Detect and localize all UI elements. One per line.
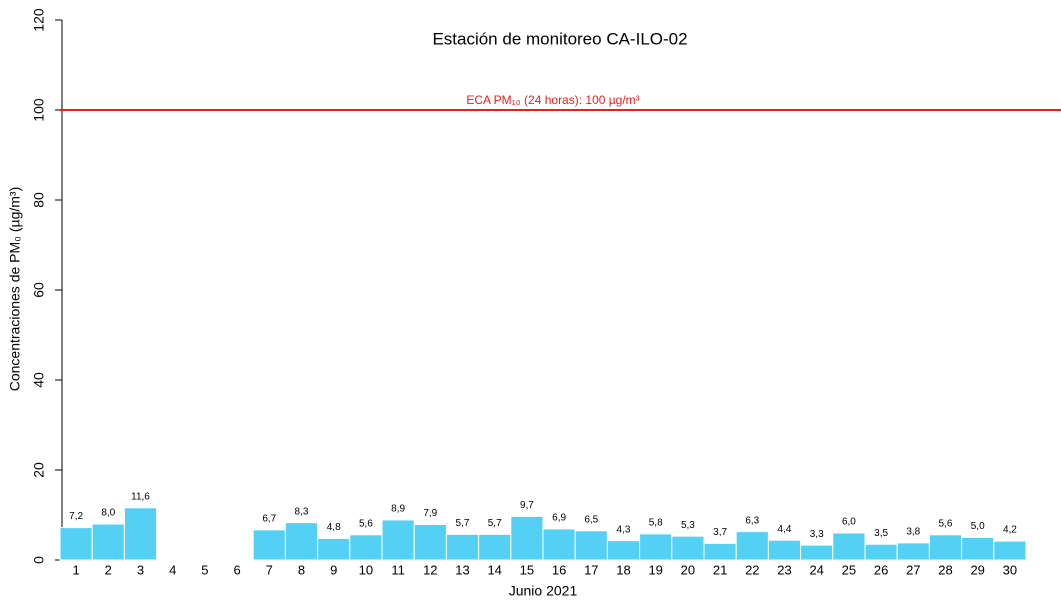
- y-tick-label: 60: [31, 282, 47, 298]
- y-tick-label: 40: [31, 372, 47, 388]
- x-tick-label: 23: [777, 562, 791, 577]
- value-label: 5,0: [971, 521, 985, 532]
- x-tick-label: 15: [520, 562, 534, 577]
- bar: [574, 530, 608, 561]
- x-tick-label: 1: [72, 562, 79, 577]
- x-tick-label: 29: [970, 562, 984, 577]
- value-label: 6,9: [552, 513, 566, 524]
- value-label: 6,7: [262, 513, 276, 524]
- value-label: 5,8: [649, 518, 663, 529]
- y-tick-label: 120: [31, 8, 47, 32]
- bar: [896, 542, 930, 561]
- bar: [993, 540, 1027, 561]
- reference-label: ECA PM₁₀ (24 horas): 100 µg/m³: [466, 93, 639, 107]
- bar: [478, 533, 512, 561]
- bar: [703, 542, 737, 561]
- bar: [413, 523, 447, 561]
- value-label: 5,7: [488, 518, 502, 529]
- value-label: 11,6: [131, 491, 150, 502]
- value-label: 4,2: [1003, 525, 1017, 536]
- x-tick-label: 22: [745, 562, 759, 577]
- value-label: 3,3: [810, 529, 824, 540]
- bar: [671, 535, 705, 561]
- bar: [381, 519, 415, 561]
- y-tick-label: 0: [31, 556, 47, 564]
- value-label: 4,8: [327, 522, 341, 533]
- chart-title: Estación de monitoreo CA-ILO-02: [432, 29, 687, 48]
- x-tick-label: 12: [423, 562, 437, 577]
- bar: [349, 534, 383, 561]
- value-label: 5,7: [456, 518, 470, 529]
- x-tick-label: 25: [842, 562, 856, 577]
- x-tick-label: 28: [938, 562, 952, 577]
- bar: [91, 523, 125, 561]
- x-tick-label: 24: [809, 562, 823, 577]
- y-tick-label: 80: [31, 192, 47, 208]
- value-label: 3,7: [713, 527, 727, 538]
- x-tick-label: 3: [137, 562, 144, 577]
- value-label: 7,2: [69, 511, 83, 522]
- x-tick-label: 19: [648, 562, 662, 577]
- x-tick-label: 26: [874, 562, 888, 577]
- x-tick-label: 2: [105, 562, 112, 577]
- bar: [864, 543, 898, 561]
- bar: [961, 537, 995, 561]
- value-label: 4,4: [778, 524, 792, 535]
- value-label: 8,3: [295, 506, 309, 517]
- y-axis-title: Concentraciones de PM₀ (µg/m³): [7, 187, 23, 392]
- x-tick-label: 16: [552, 562, 566, 577]
- bar: [317, 537, 351, 561]
- x-tick-label: 13: [455, 562, 469, 577]
- value-label: 6,3: [745, 515, 759, 526]
- value-label: 8,0: [101, 508, 115, 519]
- value-label: 8,9: [391, 504, 405, 515]
- bar: [606, 540, 641, 561]
- x-tick-label: 21: [713, 562, 727, 577]
- bar: [59, 527, 93, 561]
- x-tick-label: 10: [359, 562, 373, 577]
- value-label: 3,8: [906, 527, 920, 538]
- bar: [767, 539, 802, 561]
- value-label: 5,6: [939, 518, 953, 529]
- y-tick-label: 20: [31, 462, 47, 478]
- x-tick-label: 30: [1003, 562, 1017, 577]
- y-tick-label: 100: [31, 98, 47, 122]
- value-label: 6,0: [842, 517, 856, 528]
- bar: [639, 533, 673, 561]
- x-axis-title: Junio 2021: [509, 583, 578, 599]
- value-label: 4,3: [617, 524, 631, 535]
- value-label: 9,7: [520, 500, 534, 511]
- value-label: 5,6: [359, 518, 373, 529]
- bar: [445, 533, 480, 561]
- x-tick-label: 18: [616, 562, 630, 577]
- x-tick-label: 4: [169, 562, 176, 577]
- bar: [735, 531, 769, 561]
- x-tick-label: 8: [298, 562, 305, 577]
- x-tick-label: 6: [233, 562, 240, 577]
- x-tick-label: 17: [584, 562, 598, 577]
- x-tick-label: 14: [487, 562, 501, 577]
- bar: [800, 544, 834, 561]
- value-label: 6,5: [584, 514, 598, 525]
- x-tick-label: 5: [201, 562, 208, 577]
- value-label: 7,9: [423, 508, 437, 519]
- x-tick-label: 11: [391, 562, 405, 577]
- x-tick-label: 7: [266, 562, 273, 577]
- value-label: 3,5: [874, 528, 888, 539]
- bar: [510, 515, 544, 561]
- x-tick-label: 9: [330, 562, 337, 577]
- x-tick-label: 20: [681, 562, 695, 577]
- value-label: 5,3: [681, 520, 695, 531]
- bar: [284, 522, 319, 561]
- x-tick-label: 27: [906, 562, 920, 577]
- bar: [832, 532, 866, 561]
- bar: [542, 528, 576, 561]
- bar: [123, 507, 158, 561]
- bar: [252, 529, 286, 561]
- bar: [928, 534, 963, 561]
